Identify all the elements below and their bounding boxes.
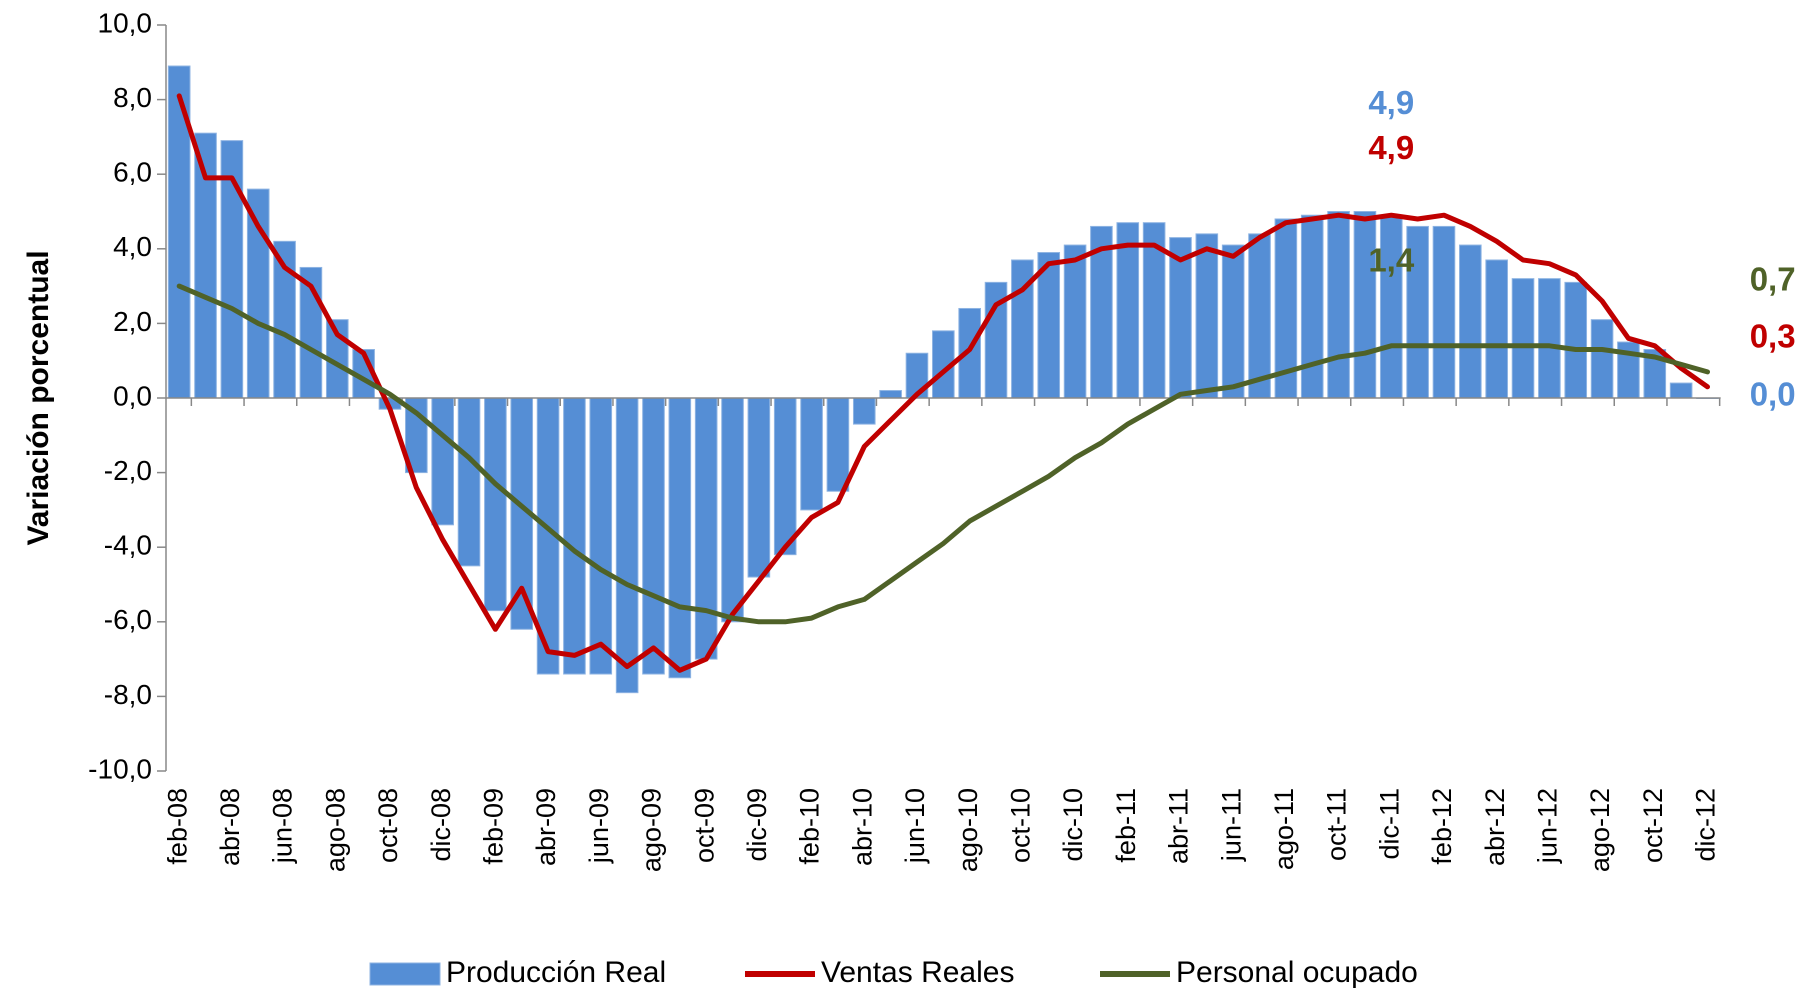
bar [1590,319,1614,399]
y-tick-label: 2,0 [113,306,152,337]
x-tick-label: feb-09 [479,788,509,865]
x-tick-label: dic-10 [1058,788,1088,862]
bar [800,397,823,511]
bar [747,397,771,578]
bar [668,397,692,679]
x-tick-label: feb-10 [795,788,825,865]
y-tick-label: -6,0 [104,604,152,635]
y-tick-label: -8,0 [104,679,152,710]
bar [615,397,639,694]
data-label: 4,9 [1368,84,1414,121]
x-tick-label: jun-09 [584,788,614,864]
data-label: 0,7 [1750,261,1796,298]
bar [431,397,454,526]
bar [1459,244,1482,399]
x-tick-label: abr-08 [215,788,245,866]
x-tick-label: abr-11 [1164,788,1194,864]
x-tick-label: abr-12 [1480,788,1510,866]
x-tick-label: oct-09 [689,788,719,863]
bar [1063,244,1087,399]
x-tick-label: ago-11 [1269,788,1299,870]
x-tick-label: feb-11 [1111,788,1141,863]
x-tick-label: abr-09 [531,788,561,866]
x-tick-label: oct-10 [1006,788,1036,863]
bar [1300,214,1324,399]
x-tick-label: jun-11 [1216,788,1246,862]
bar [457,397,481,567]
y-axis-label: Variación porcentual [22,250,55,545]
y-tick-label: 10,0 [98,7,153,38]
line-series [176,93,1710,673]
x-tick-label: oct-11 [1322,788,1352,861]
y-tick-label: 4,0 [113,231,152,262]
bar [1564,281,1588,399]
legend-label: Producción Real [446,956,666,989]
bar [852,397,876,425]
data-label: 0,0 [1750,376,1796,413]
bar [1327,211,1350,399]
x-tick-label: dic-12 [1691,788,1721,862]
x-tick-label: dic-11 [1374,788,1404,860]
x-tick-label: abr-10 [847,788,877,866]
bar [563,397,586,675]
bar [879,390,902,399]
legend-swatch [369,962,441,986]
x-tick-label: jun-08 [268,788,298,864]
y-tick-label: -4,0 [104,530,152,561]
bar [1538,278,1561,399]
x-tick-label: dic-08 [426,788,456,862]
legend-label: Personal ocupado [1176,956,1418,989]
bar [589,397,613,675]
x-tick-label: dic-09 [742,788,772,862]
x-tick-label: oct-12 [1638,788,1668,863]
bar [484,397,507,612]
bar [642,397,665,675]
y-tick-label: 6,0 [113,157,152,188]
x-tick-label: ago-09 [637,788,667,872]
bar [1432,225,1456,399]
bar [1195,233,1219,399]
x-tick-label: ago-08 [320,788,350,872]
y-tick-label: 8,0 [113,82,152,113]
x-tick-label: jun-10 [900,788,930,864]
bar [1669,382,1693,399]
bar [694,397,718,660]
data-label: 4,9 [1368,129,1414,166]
y-tick-label: -2,0 [104,455,152,486]
x-tick-label: feb-08 [162,788,192,865]
x-tick-label: feb-12 [1427,788,1457,865]
x-tick-label: oct-08 [373,788,403,863]
bar [773,397,797,556]
x-tick-label: ago-12 [1585,788,1615,872]
line-series [176,283,1710,625]
bar [1116,222,1140,399]
y-tick-label: -10,0 [88,753,152,784]
bar [1221,244,1245,399]
data-label: 1,4 [1368,241,1415,278]
y-tick-label: 0,0 [113,380,152,411]
x-tick-label: ago-10 [953,788,983,872]
bar [1353,211,1377,399]
data-label: 0,3 [1750,318,1796,355]
legend-label: Ventas Reales [821,956,1014,989]
bar [826,397,850,492]
bar [1511,278,1535,399]
bar [1248,233,1271,399]
x-tick-label: jun-12 [1533,788,1563,864]
bar [721,397,744,623]
bar [1485,259,1508,399]
bar [246,188,270,399]
